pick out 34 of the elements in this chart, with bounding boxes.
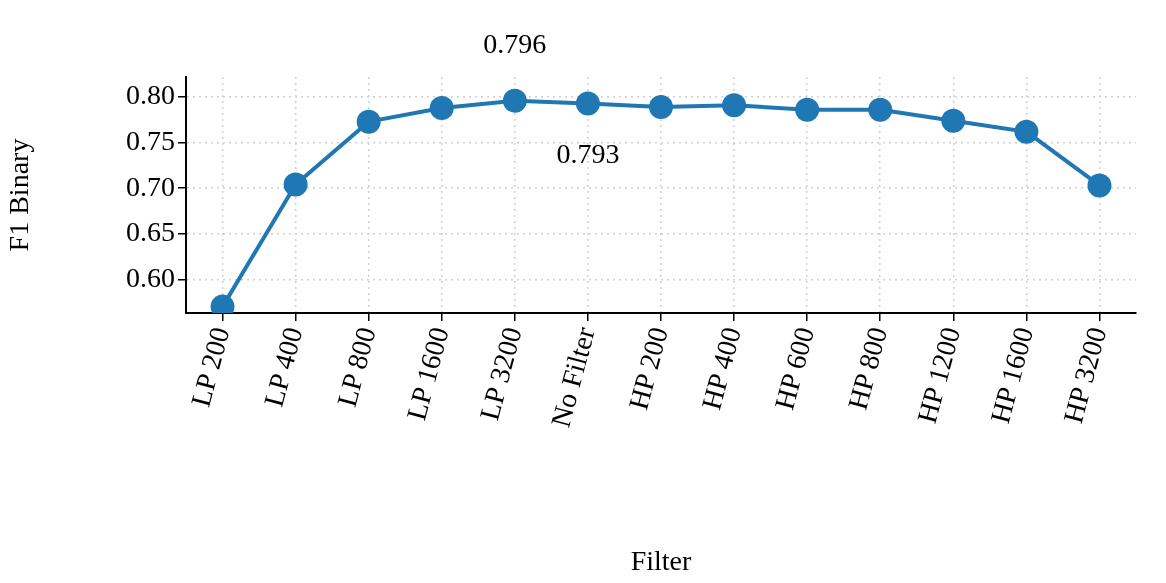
point bbox=[356, 109, 381, 134]
x-tick-label: HP 800 bbox=[841, 323, 894, 413]
point bbox=[502, 88, 527, 113]
annotation: 0.796 bbox=[483, 28, 547, 60]
x-axis-title: Filter bbox=[630, 544, 692, 576]
x-tick-label: No Filter bbox=[544, 323, 601, 431]
point bbox=[649, 95, 673, 120]
x-tick-label: LP 200 bbox=[184, 323, 236, 410]
point bbox=[283, 172, 308, 197]
x-tick-label: HP 3200 bbox=[1057, 323, 1113, 427]
y-tick-label: 0.70 bbox=[126, 170, 175, 202]
point bbox=[941, 108, 966, 133]
point bbox=[429, 95, 454, 120]
point bbox=[722, 93, 747, 118]
x-tick-label: LP 3200 bbox=[473, 323, 528, 424]
point bbox=[868, 97, 893, 122]
y-axis-title: F1 Binary bbox=[3, 138, 35, 252]
y-tick-label: 0.65 bbox=[126, 216, 175, 248]
x-tick-label: HP 200 bbox=[622, 323, 674, 413]
annotation: 0.793 bbox=[556, 137, 620, 169]
x-tick-label: LP 1600 bbox=[400, 323, 455, 424]
x-tick-label: LP 400 bbox=[257, 323, 309, 410]
y-tick-label: 0.75 bbox=[126, 124, 175, 156]
point bbox=[1087, 173, 1112, 198]
x-tick-label: LP 800 bbox=[330, 323, 382, 410]
y-tick-label: 0.60 bbox=[126, 261, 175, 293]
x-tick-label: HP 1200 bbox=[910, 323, 967, 427]
x-tick-label: HP 400 bbox=[695, 323, 747, 413]
x-tick-label: HP 600 bbox=[768, 323, 821, 413]
point bbox=[795, 97, 820, 122]
point bbox=[1014, 119, 1039, 144]
point bbox=[575, 91, 600, 116]
y-tick-label: 0.80 bbox=[126, 79, 175, 111]
x-tick-label: HP 1600 bbox=[984, 323, 1040, 427]
